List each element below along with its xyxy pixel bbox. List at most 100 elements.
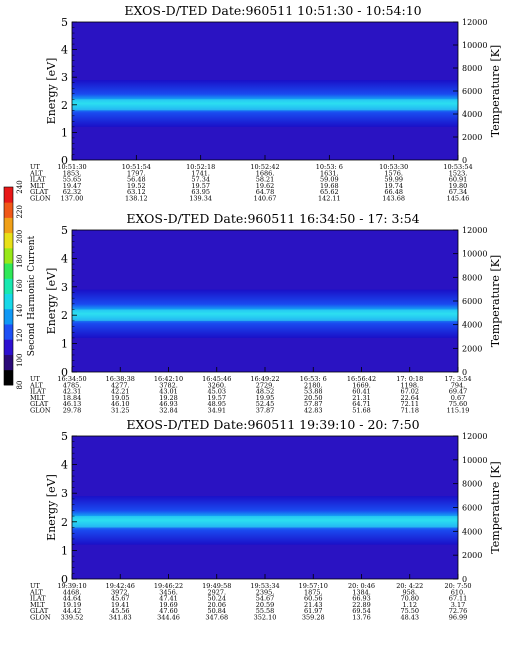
colorbar-label: Second Harmonic Current [27, 235, 37, 356]
table-cell: 22.89 [352, 601, 371, 609]
table-cell: 19.19 [63, 601, 82, 609]
y-right-tick-label: 0 [462, 575, 467, 584]
colorbar-segment [4, 263, 13, 279]
colorbar-segment [4, 247, 13, 264]
table-cell: 48.95 [207, 400, 226, 408]
y-tick-label: 3 [61, 71, 68, 84]
table-cell: 19.62 [256, 182, 275, 190]
table-cell: 1875. [304, 588, 323, 596]
table-cell: 1576. [384, 169, 403, 177]
table-cell: 53.88 [304, 388, 323, 396]
table-cell: 16:38:38 [106, 375, 135, 383]
colorbar-tick-label: 140 [16, 304, 24, 317]
table-cell: 1631. [320, 169, 339, 177]
table-cell: 139.34 [189, 195, 212, 203]
table-cell: 48.43 [400, 614, 419, 622]
table-cell: 46.93 [159, 400, 178, 408]
table-cell: 19.28 [159, 394, 178, 402]
panel-title: EXOS-D/TED Date:960511 16:34:50 - 17: 3:… [126, 211, 419, 226]
table-cell: 21.31 [352, 394, 371, 402]
table-cell: 21.43 [304, 601, 323, 609]
table-cell: 3972. [111, 588, 130, 596]
y-tick-label: 0 [61, 366, 68, 379]
table-row-label: ILAT [30, 176, 46, 184]
colorbar: 240 220 200 180 160 140 120 100 80 Second Harmoni… [3, 180, 37, 390]
y-right-tick-label: 10000 [462, 250, 487, 259]
table-cell: 48.52 [256, 388, 275, 396]
colorbar-tick-label: 160 [16, 279, 24, 292]
plot-band-core [72, 516, 458, 528]
table-cell: 10:51:30 [57, 163, 86, 171]
plot-band-core [72, 309, 458, 321]
table-cell: 20: 0:46 [348, 582, 375, 590]
panel: EXOS-D/TED Date:960511 16:34:50 - 17: 3:… [29, 211, 502, 415]
table-row-label: MLT [30, 394, 45, 402]
y-tick-label: 3 [61, 281, 68, 294]
table-cell: 19:39:10 [57, 582, 86, 590]
y-right-tick-label: 6000 [462, 297, 482, 306]
colorbar-segment [4, 202, 13, 218]
table-cell: 96.99 [449, 614, 468, 622]
table-row-label: UT [30, 163, 40, 171]
y-right-tick-label: 6000 [462, 504, 482, 513]
y-right-tick-label: 10000 [462, 41, 487, 50]
table-cell: 16:49:22 [250, 375, 279, 383]
table-cell: 1.12 [403, 601, 417, 609]
table-cell: 20: 7:50 [444, 582, 471, 590]
table-cell: 42.21 [111, 388, 130, 396]
table-cell: 3782. [159, 381, 178, 389]
table-cell: 44.64 [63, 595, 82, 603]
table-cell: 341.83 [109, 614, 132, 622]
table-cell: 70.80 [400, 595, 419, 603]
y-right-tick-label: 10000 [462, 456, 487, 465]
y-axis-label: Energy [eV] [45, 268, 58, 335]
table-row-label: ALT [29, 169, 43, 177]
y-right-tick-label: 0 [462, 156, 467, 165]
table-cell: 1686. [256, 169, 275, 177]
y-tick-label: 0 [61, 573, 68, 586]
table-cell: 10:53: 6 [316, 163, 343, 171]
y-right-tick-label: 4000 [462, 110, 482, 119]
y-right-tick-label: 12000 [462, 18, 487, 27]
table-cell: 115.19 [447, 407, 470, 415]
table-cell: 19.57 [191, 182, 210, 190]
table-cell: 19:46:22 [154, 582, 183, 590]
table-row-label: MLT [30, 182, 45, 190]
y-tick-label: 2 [61, 516, 68, 529]
table-cell: 16:42:10 [154, 375, 183, 383]
colorbar-tick-label: 80 [16, 381, 24, 390]
table-cell: 20.06 [207, 601, 226, 609]
y-tick-label: 5 [61, 430, 68, 443]
table-cell: 66.48 [384, 188, 403, 196]
table-cell: 1741. [191, 169, 210, 177]
table-cell: 19.95 [256, 394, 275, 402]
table-cell: 31.25 [111, 407, 130, 415]
table-cell: 2395. [256, 588, 275, 596]
y-tick-label: 1 [61, 126, 68, 139]
table-cell: 16:56:42 [347, 375, 376, 383]
table-cell: 140.67 [254, 195, 277, 203]
table-cell: 19:57:10 [299, 582, 328, 590]
table-cell: 19.57 [207, 394, 226, 402]
table-cell: 69.47 [449, 388, 468, 396]
table-cell: 19.74 [384, 182, 403, 190]
table-cell: 29.78 [63, 407, 82, 415]
table-cell: 61.97 [304, 607, 323, 615]
table-row-label: GLAT [30, 188, 49, 196]
y-right-tick-label: 12000 [462, 226, 487, 235]
table-cell: 45.56 [111, 607, 130, 615]
table-cell: 3.17 [451, 601, 465, 609]
table-cell: 18.84 [63, 394, 82, 402]
colorbar-segment [4, 187, 13, 203]
table-cell: 60.56 [304, 595, 323, 603]
panel-title: EXOS-D/TED Date:960511 10:51:30 - 10:54:… [124, 3, 421, 18]
table-cell: 10:53:54 [443, 163, 472, 171]
table-row-label: GLAT [30, 607, 49, 615]
colorbar-tick-label: 240 [16, 180, 24, 193]
table-cell: 42.31 [63, 388, 82, 396]
y-tick-label: 1 [61, 338, 68, 351]
y-tick-label: 2 [61, 309, 68, 322]
table-row-label: ALT [29, 588, 43, 596]
table-cell: 34.91 [207, 407, 226, 415]
panel: EXOS-D/TED Date:960511 10:51:30 - 10:54:… [29, 3, 502, 203]
